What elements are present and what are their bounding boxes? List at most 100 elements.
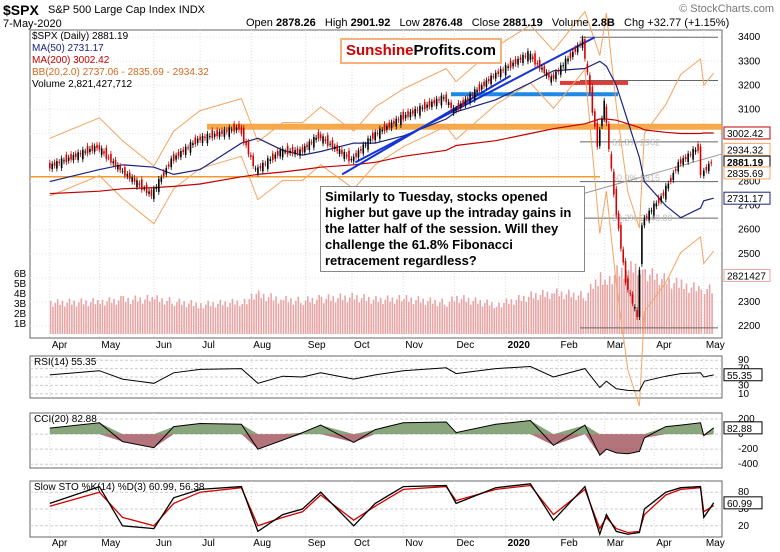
price-candle (257, 167, 259, 174)
price-candle (98, 145, 101, 150)
price-candle (574, 48, 577, 52)
volume-bar (297, 296, 300, 334)
volume-bar (68, 298, 71, 334)
volume-bar (117, 300, 120, 334)
volume-bar (202, 308, 205, 334)
price-candle (550, 76, 553, 83)
fib-label: 50.0% 2815 (612, 173, 660, 183)
price-candle (433, 100, 436, 104)
price-candle (350, 159, 353, 161)
volume-bar (673, 283, 675, 334)
price-candle (610, 154, 613, 169)
price-candle (112, 161, 115, 164)
volume-bar (584, 300, 587, 334)
volume-bar (75, 306, 78, 334)
price-candle (414, 108, 416, 117)
price-candle (499, 68, 502, 77)
price-candle (397, 119, 400, 121)
volume-bar (87, 306, 90, 334)
price-candle (96, 144, 98, 149)
price-candle (119, 165, 121, 171)
cci-tick-label: -200 (738, 444, 758, 455)
price-candle (360, 149, 362, 151)
volume-bar (675, 277, 678, 334)
price-candle (301, 147, 304, 152)
volume-bar (479, 300, 482, 334)
volume-bar (351, 292, 353, 334)
price-candle (473, 89, 476, 100)
price-candle (648, 210, 650, 221)
cci-tick-label: -400 (738, 459, 758, 470)
volume-bar (214, 307, 217, 334)
x-tick-label-bottom: May (706, 538, 725, 549)
volume-bar (518, 294, 520, 334)
volume-bar (537, 300, 539, 334)
volume-bar (59, 304, 61, 334)
cci-tick-label: 200 (738, 414, 755, 425)
volume-bar (370, 303, 373, 334)
volume-bar (377, 302, 380, 334)
price-candle (49, 162, 51, 169)
price-candle (341, 149, 343, 154)
price-candle (684, 156, 687, 160)
price-candle (457, 102, 460, 110)
price-candle (336, 145, 338, 152)
volume-bar (572, 292, 575, 334)
x-tick-label: May (706, 340, 725, 351)
volume-bar (382, 304, 384, 334)
legend-price: $SPX (Daily) 2881.19 (32, 31, 129, 42)
fib-label: 61.8% 2962 (612, 138, 660, 148)
volume-bar (451, 296, 453, 334)
volume-bar (339, 293, 342, 334)
price-candle (455, 108, 457, 111)
price-candle (519, 57, 522, 61)
price-tick-label: 2300 (738, 297, 761, 308)
price-candle (306, 144, 308, 148)
volume-bar (270, 293, 272, 334)
volume-bar (129, 304, 132, 334)
price-candle (136, 180, 138, 187)
price-candle (267, 158, 269, 169)
rsi-current: 55.35 (727, 371, 752, 382)
volume-bar (513, 304, 515, 334)
price-candle (379, 128, 381, 139)
price-candle (591, 86, 594, 113)
price-candle (386, 126, 388, 130)
price-candle (170, 158, 173, 168)
volume-bar (396, 299, 398, 334)
price-candle (631, 294, 634, 304)
price-candle (653, 203, 655, 216)
price-candle (357, 150, 360, 158)
volume-bar (163, 304, 166, 334)
volume-bar (290, 298, 292, 334)
price-candle (70, 154, 72, 160)
price-candle (245, 141, 247, 146)
price-tag-box (723, 166, 771, 180)
price-candle (423, 101, 426, 110)
price-candle (189, 142, 192, 153)
price-candle (213, 133, 216, 137)
price-candle (228, 127, 231, 137)
volume-bar (560, 291, 563, 334)
volume-bar (417, 296, 420, 334)
volume-bar (620, 267, 623, 334)
price-candle (364, 144, 367, 146)
price-candle (687, 153, 689, 163)
price-candle (699, 146, 702, 176)
x-tick-label-bottom: Feb (560, 538, 578, 549)
sto-k-line (49, 483, 715, 537)
volume-bar (570, 297, 573, 334)
volume-bar (551, 293, 553, 334)
volume-bar (141, 303, 144, 334)
price-candle (242, 127, 245, 143)
volume-bar (236, 300, 239, 334)
price-candle (527, 51, 529, 62)
price-candle (643, 217, 646, 226)
volume-bar (94, 304, 97, 334)
price-candle (140, 179, 143, 190)
volume-bar (555, 288, 558, 334)
price-candle (464, 98, 467, 106)
channel-line (574, 153, 723, 197)
volume-bar (630, 261, 632, 334)
price-candle (124, 167, 126, 176)
